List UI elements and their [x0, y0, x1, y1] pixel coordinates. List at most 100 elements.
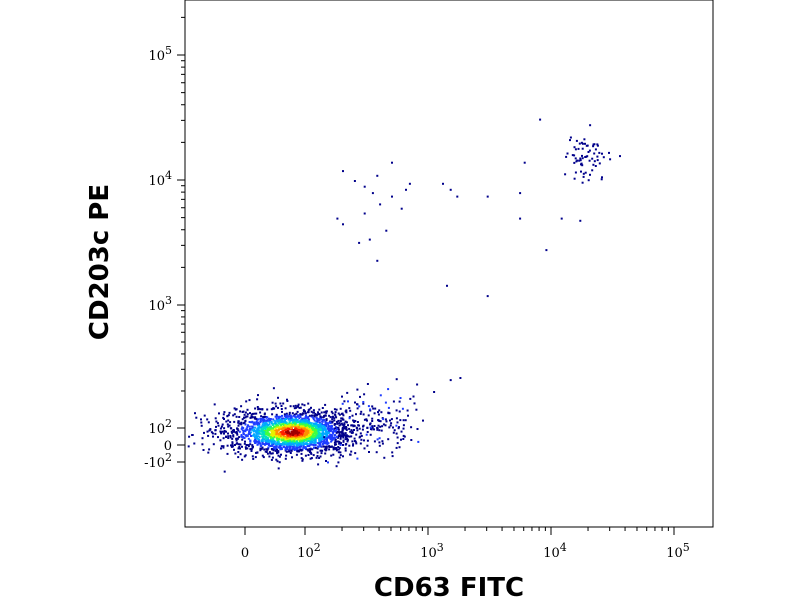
event-dot: [335, 431, 338, 434]
event-dot: [301, 459, 304, 462]
event-dot: [578, 142, 581, 145]
event-dot: [255, 437, 258, 440]
event-dot: [360, 410, 363, 413]
event-dot: [398, 426, 400, 429]
event-dot: [307, 454, 310, 456]
event-dot: [266, 436, 269, 439]
event-dot: [379, 420, 382, 423]
event-dot: [259, 444, 262, 447]
event-dot: [255, 451, 257, 454]
event-dot: [350, 435, 353, 438]
event-dot: [336, 426, 339, 429]
event-dot: [242, 436, 245, 439]
event-dot: [584, 142, 586, 145]
event-dot: [377, 413, 380, 416]
event-dot: [254, 456, 257, 459]
event-dot: [300, 423, 303, 426]
event-dot: [406, 409, 409, 412]
event-dot: [319, 449, 322, 452]
event-dot: [384, 424, 387, 427]
event-dot: [226, 415, 229, 418]
event-dot: [569, 136, 572, 139]
event-dot: [600, 178, 603, 181]
event-dot: [262, 417, 265, 420]
event-dot: [223, 418, 225, 420]
event-dot: [304, 431, 307, 434]
event-dot: [360, 434, 363, 437]
event-dot: [304, 434, 307, 437]
event-dot: [344, 432, 347, 435]
event-dot: [371, 405, 374, 408]
event-dot: [391, 451, 394, 454]
event-dot: [296, 420, 299, 423]
event-dot: [263, 443, 266, 446]
event-dot: [582, 175, 585, 178]
event-dot: [267, 438, 270, 441]
event-dot: [219, 430, 222, 433]
event-dot: [286, 398, 288, 401]
event-dot: [239, 443, 242, 446]
event-dot: [398, 400, 401, 403]
event-dot: [280, 439, 283, 442]
event-dot: [335, 420, 338, 423]
event-dot: [299, 429, 302, 432]
event-dot: [309, 430, 312, 433]
event-dot: [302, 409, 305, 412]
event-dot: [302, 446, 305, 449]
event-dot: [300, 457, 303, 460]
event-dot: [395, 446, 398, 449]
event-dot: [256, 424, 259, 427]
event-dot: [222, 445, 225, 448]
event-dot: [352, 444, 354, 447]
event-dot: [266, 429, 269, 432]
event-dot: [280, 405, 283, 407]
event-dot: [368, 451, 370, 453]
event-dot: [399, 419, 402, 422]
event-dot: [322, 445, 325, 448]
event-dot: [307, 419, 310, 422]
event-dot: [608, 151, 610, 154]
event-dot: [579, 159, 582, 162]
event-dot: [317, 428, 320, 431]
event-dot: [575, 139, 578, 142]
event-dot: [323, 414, 326, 417]
event-dot: [248, 399, 251, 402]
event-dot: [284, 420, 287, 423]
event-dot: [340, 434, 343, 437]
event-dot: [230, 444, 233, 447]
event-dot: [449, 188, 452, 191]
event-dot: [281, 414, 283, 417]
event-dot: [261, 442, 264, 445]
event-dot: [356, 388, 359, 391]
event-dot: [335, 443, 338, 446]
event-dot: [325, 410, 328, 413]
event-dot: [327, 435, 330, 438]
event-dot: [575, 160, 578, 163]
event-dot: [341, 429, 344, 432]
event-dot: [301, 437, 304, 440]
event-dot: [220, 445, 223, 448]
event-dot: [273, 442, 276, 445]
event-dot: [349, 453, 352, 456]
event-dot: [337, 451, 340, 454]
event-dot: [282, 438, 285, 441]
event-dot: [329, 437, 332, 440]
event-dot: [262, 433, 265, 436]
event-dot: [284, 421, 287, 424]
event-dot: [288, 417, 291, 420]
event-dot: [277, 422, 280, 425]
event-dot: [378, 429, 381, 432]
event-dot: [261, 417, 264, 420]
event-dot: [304, 420, 307, 422]
event-dot: [301, 429, 304, 432]
event-dot: [329, 430, 332, 433]
event-dot: [584, 171, 587, 174]
event-dot: [292, 429, 295, 431]
event-dot: [313, 428, 316, 430]
event-dot: [320, 429, 322, 431]
event-dot: [449, 379, 452, 382]
event-dot: [250, 450, 253, 452]
event-dot: [565, 155, 568, 158]
event-dot: [291, 456, 293, 459]
event-dot: [346, 438, 349, 441]
